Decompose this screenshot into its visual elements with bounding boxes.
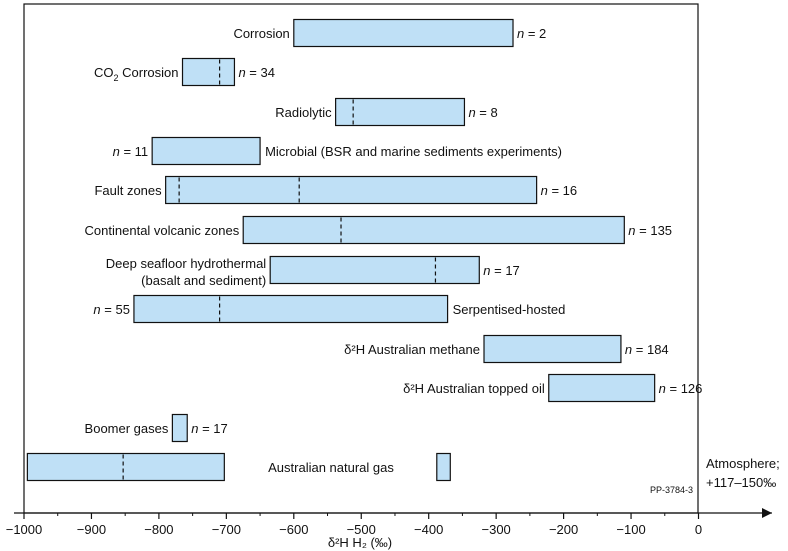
n-count-label: n = 2 [517, 26, 546, 41]
range-bar-row: Corrosion n = 2 [233, 18, 546, 48]
bar-label: Continental volcanic zones [85, 223, 240, 238]
range-bar [548, 373, 656, 403]
n-count-label: n = 8 [468, 105, 497, 120]
range-bar-row: Australian natural gas [26, 452, 451, 482]
n-count-label: n = 184 [625, 342, 669, 357]
bar-label: Microbial (BSR and marine sediments expe… [265, 144, 562, 159]
range-bar [436, 452, 451, 482]
bar-label: Australian natural gas [268, 460, 394, 475]
n-count-label: n = 34 [238, 65, 275, 80]
x-tick-label: −300 [482, 522, 511, 537]
range-bar [26, 452, 225, 482]
range-bar-row: Boomer gases n = 17 [85, 413, 228, 443]
range-bar [293, 18, 514, 48]
range-bar [181, 57, 236, 87]
x-tick-label: −400 [414, 522, 443, 537]
bar-label: Deep seafloor hydrothermal [106, 256, 267, 271]
range-bar-row: Deep seafloor hydrothermal (basalt and se… [106, 255, 520, 288]
bar-label: Boomer gases [85, 421, 169, 436]
x-axis-arrow [762, 508, 772, 518]
bar-label: Serpentised-hosted [453, 302, 566, 317]
bar-label: Fault zones [94, 183, 162, 198]
x-tick-label: −100 [616, 522, 645, 537]
range-bar [269, 255, 480, 285]
bar-label: δ²H Australian topped oil [403, 381, 545, 396]
x-tick-label: −200 [549, 522, 578, 537]
range-bar [165, 175, 538, 205]
n-count-label: n = 17 [191, 421, 228, 436]
range-bar [151, 136, 261, 166]
range-bar-row: δ²H Australian methane n = 184 [344, 334, 669, 364]
range-bar-row: Continental volcanic zones n = 135 [85, 215, 672, 245]
chart-code: PP-3784-3 [650, 485, 693, 495]
bar-label: CO2 Corrosion [94, 65, 178, 83]
range-bar [242, 215, 625, 245]
range-bar-row: δ²H Australian topped oil n = 126 [403, 373, 703, 403]
bar-label-line2: (basalt and sediment) [141, 273, 266, 288]
range-bar-row: Radiolytic n = 8 [275, 97, 498, 127]
bar-label: Radiolytic [275, 105, 332, 120]
n-count-label: n = 135 [628, 223, 672, 238]
range-bar-row: CO2 Corrosion n = 34 [94, 57, 275, 87]
atmosphere-label-line2: +117–150‰ [706, 475, 776, 490]
bar-label: δ²H Australian methane [344, 342, 480, 357]
x-axis-label: δ²H H₂ (‰) [328, 535, 392, 550]
range-bar-row: Microbial (BSR and marine sediments expe… [113, 136, 562, 166]
n-count-label: n = 55 [93, 302, 130, 317]
x-tick-label: 0 [695, 522, 702, 537]
range-bar [133, 294, 449, 324]
x-tick-label: −500 [347, 522, 376, 537]
atmosphere-label-line1: Atmosphere; [706, 456, 780, 471]
range-bar-row: Serpentised-hosted n = 55 [93, 294, 566, 324]
x-axis: −1000 −900 −800 −700 −600 −500 −400 −300 −200 −10… [6, 508, 772, 537]
x-tick-label: −600 [279, 522, 308, 537]
n-count-label: n = 126 [659, 381, 703, 396]
x-tick-label: −1000 [6, 522, 43, 537]
range-bar [335, 97, 466, 127]
x-tick-label: −700 [212, 522, 241, 537]
range-bar [483, 334, 622, 364]
x-tick-label: −800 [144, 522, 173, 537]
range-bars: Corrosion n = 2 CO2 Corrosion n = 34 Radioly… [26, 18, 703, 482]
n-count-label: n = 11 [113, 144, 149, 159]
range-bar-row: Fault zones n = 16 [94, 175, 578, 205]
n-count-label: n = 16 [541, 183, 578, 198]
range-bar [171, 413, 188, 443]
bar-label: Corrosion [233, 26, 289, 41]
x-tick-label: −900 [77, 522, 106, 537]
n-count-label: n = 17 [483, 263, 520, 278]
